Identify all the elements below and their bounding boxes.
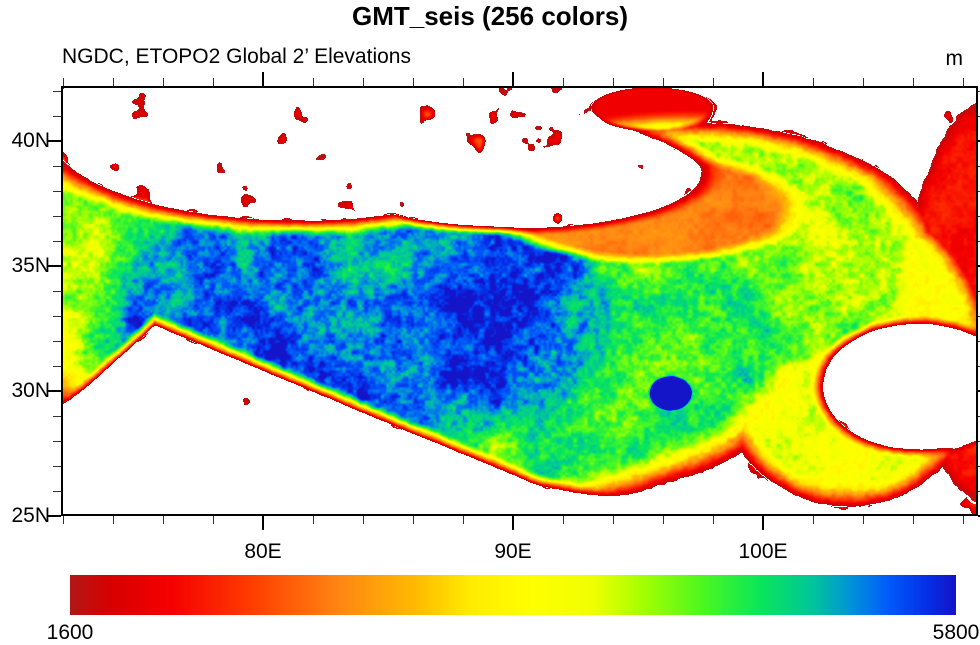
y-minor-tick xyxy=(978,340,980,342)
y-minor-tick xyxy=(978,490,980,492)
y-minor-tick xyxy=(978,240,980,242)
y-minor-tick xyxy=(978,115,980,117)
y-minor-tick xyxy=(53,190,61,192)
figure-subtitle: NGDC, ETOPO2 Global 2’ Elevations xyxy=(62,45,411,68)
y-minor-tick xyxy=(978,290,980,292)
y-minor-tick xyxy=(978,440,980,442)
x-major-tick xyxy=(262,72,264,86)
colorbar-max-label: 5800 xyxy=(932,621,980,644)
y-minor-tick xyxy=(53,165,61,167)
x-minor-tick xyxy=(112,516,114,524)
x-tick-label: 80E xyxy=(244,540,282,563)
figure-title: GMT_seis (256 colors) xyxy=(352,1,628,31)
x-minor-tick xyxy=(962,516,964,524)
x-minor-tick xyxy=(212,78,214,86)
x-minor-tick xyxy=(612,516,614,524)
x-minor-tick xyxy=(662,516,664,524)
y-major-tick xyxy=(978,265,980,267)
y-minor-tick xyxy=(53,440,61,442)
y-minor-tick xyxy=(53,90,61,92)
x-minor-tick xyxy=(412,516,414,524)
x-major-tick xyxy=(762,516,764,530)
x-major-tick xyxy=(262,516,264,530)
x-minor-tick xyxy=(562,516,564,524)
x-minor-tick xyxy=(112,78,114,86)
y-minor-tick xyxy=(978,215,980,217)
y-minor-tick xyxy=(978,465,980,467)
x-minor-tick xyxy=(162,78,164,86)
y-minor-tick xyxy=(53,365,61,367)
x-minor-tick xyxy=(462,78,464,86)
y-minor-tick xyxy=(53,415,61,417)
y-tick-label: 25N xyxy=(11,504,50,527)
y-major-tick xyxy=(47,265,61,267)
y-minor-tick xyxy=(978,90,980,92)
x-minor-tick xyxy=(62,78,64,86)
y-minor-tick xyxy=(978,415,980,417)
x-minor-tick xyxy=(312,78,314,86)
y-major-tick xyxy=(47,515,61,517)
y-minor-tick xyxy=(53,290,61,292)
y-minor-tick xyxy=(53,315,61,317)
x-minor-tick xyxy=(62,516,64,524)
x-minor-tick xyxy=(812,516,814,524)
x-minor-tick xyxy=(962,78,964,86)
y-minor-tick xyxy=(53,215,61,217)
y-major-tick xyxy=(978,515,980,517)
x-minor-tick xyxy=(862,516,864,524)
y-major-tick xyxy=(978,140,980,142)
y-minor-tick xyxy=(53,240,61,242)
units-label: m xyxy=(945,47,964,70)
x-minor-tick xyxy=(612,78,614,86)
colorbar-min-label: 1600 xyxy=(46,621,94,644)
x-minor-tick xyxy=(462,516,464,524)
colorbar-gradient xyxy=(70,575,956,615)
x-minor-tick xyxy=(212,516,214,524)
y-minor-tick xyxy=(978,365,980,367)
x-minor-tick xyxy=(362,516,364,524)
y-major-tick xyxy=(978,390,980,392)
x-minor-tick xyxy=(312,516,314,524)
x-major-tick xyxy=(512,516,514,530)
x-minor-tick xyxy=(362,78,364,86)
y-minor-tick xyxy=(53,490,61,492)
x-minor-tick xyxy=(712,78,714,86)
x-minor-tick xyxy=(912,78,914,86)
y-tick-label: 35N xyxy=(11,254,50,277)
x-minor-tick xyxy=(812,78,814,86)
x-major-tick xyxy=(512,72,514,86)
y-minor-tick xyxy=(978,190,980,192)
x-major-tick xyxy=(762,72,764,86)
x-minor-tick xyxy=(412,78,414,86)
y-major-tick xyxy=(47,390,61,392)
x-tick-label: 90E xyxy=(494,540,532,563)
y-tick-label: 40N xyxy=(11,129,50,152)
elevation-map-raster xyxy=(63,88,976,514)
x-minor-tick xyxy=(862,78,864,86)
y-minor-tick xyxy=(978,315,980,317)
y-minor-tick xyxy=(53,465,61,467)
x-minor-tick xyxy=(562,78,564,86)
x-minor-tick xyxy=(712,516,714,524)
y-minor-tick xyxy=(53,115,61,117)
y-tick-label: 30N xyxy=(11,379,50,402)
y-minor-tick xyxy=(53,340,61,342)
x-minor-tick xyxy=(162,516,164,524)
x-tick-label: 100E xyxy=(738,540,788,563)
y-major-tick xyxy=(47,140,61,142)
x-minor-tick xyxy=(912,516,914,524)
y-minor-tick xyxy=(978,165,980,167)
x-minor-tick xyxy=(662,78,664,86)
